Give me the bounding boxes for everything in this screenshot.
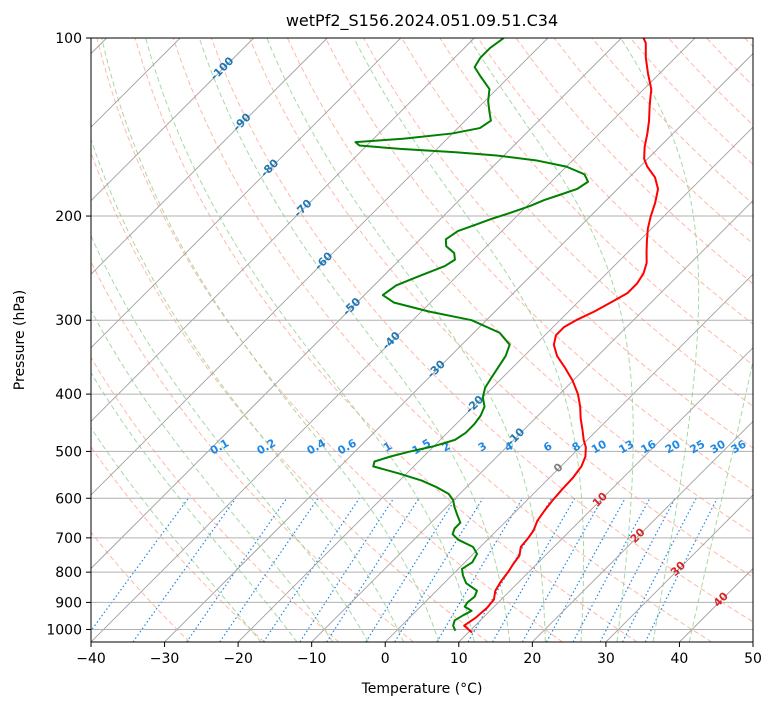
moist-adiabat	[91, 426, 262, 642]
mixing-ratio-line	[263, 497, 360, 642]
mixing-ratio-line	[622, 497, 697, 642]
skewed-isotherm	[237, 126, 753, 642]
skewed-isotherm	[91, 38, 622, 570]
sounding-profiles	[354, 38, 660, 634]
plot-frame	[90, 37, 754, 643]
mixing-ratio-line	[394, 497, 484, 642]
dry-adiabat	[91, 151, 489, 642]
x-tick-label: 0	[381, 651, 390, 667]
moist-adiabat	[468, 38, 634, 642]
skewed-isotherm	[164, 52, 753, 642]
mixing-ratio-line	[91, 497, 189, 632]
mixing-ratio-line	[365, 497, 457, 642]
mixing-ratio-line	[219, 497, 319, 642]
moist-adiabat	[688, 358, 753, 642]
dewpoint-profile	[354, 38, 590, 632]
y-tick-label: 1000	[46, 622, 82, 638]
moist-adiabat	[91, 137, 405, 642]
dry-adiabat	[477, 38, 753, 325]
skewed-isotherm	[384, 273, 753, 642]
x-tick-label: 10	[450, 651, 468, 667]
moist-adiabat	[91, 234, 369, 642]
x-axis: −40 −30 −20 −10 0 10 20 30 40 50	[76, 642, 762, 667]
dry-adiabat	[172, 38, 713, 642]
moist-adiabat	[266, 38, 546, 642]
y-tick-label: 900	[55, 595, 82, 611]
y-tick-label: 700	[55, 531, 82, 547]
dry-adiabat	[248, 38, 753, 578]
x-axis-label: Temperature (°C)	[361, 681, 483, 697]
x-tick-label: 30	[597, 651, 615, 667]
chart-title: wetPf2_S156.2024.051.09.51.C34	[286, 11, 558, 31]
background-lines	[91, 38, 753, 642]
moist-adiabat	[620, 38, 700, 642]
mixing-ratio-line	[572, 497, 651, 642]
x-tick-label: −40	[76, 651, 106, 667]
dry-adiabat	[91, 356, 340, 642]
y-tick-label: 300	[55, 313, 82, 329]
skewed-isotherm	[91, 38, 328, 275]
dry-adiabat	[91, 531, 191, 642]
skewed-isotherm	[91, 38, 254, 202]
skewed-isotherm	[532, 420, 753, 642]
moist-adiabat	[145, 38, 475, 642]
y-tick-label: 500	[55, 444, 82, 460]
temperature-profile	[463, 38, 660, 634]
y-tick-label: 200	[55, 209, 82, 225]
moist-adiabat	[101, 38, 440, 642]
mixing-ratio-line	[326, 497, 420, 642]
y-axis-label: Pressure (hPa)	[12, 290, 28, 390]
dry-adiabat	[134, 38, 638, 642]
skewed-isotherm	[91, 38, 402, 349]
skewed-isotherm	[91, 38, 696, 642]
mixing-ratio-line	[599, 497, 676, 642]
y-tick-label: 400	[55, 387, 82, 403]
dry-adiabat	[210, 38, 753, 623]
dry-adiabat	[96, 38, 563, 642]
mixing-ratio-line	[644, 497, 718, 642]
y-tick-label: 100	[55, 31, 82, 47]
pressure-gridlines	[91, 38, 753, 630]
moist-adiabat	[91, 309, 334, 642]
skewed-isotherm	[311, 200, 753, 642]
x-tick-label: 50	[744, 651, 762, 667]
y-tick-label: 600	[55, 491, 82, 507]
dry-adiabat	[325, 38, 753, 491]
mixing-ratio-line	[546, 497, 626, 642]
x-tick-label: −20	[223, 651, 253, 667]
skewed-isotherm	[91, 38, 549, 496]
x-tick-label: −10	[297, 651, 327, 667]
y-tick-label: 800	[55, 565, 82, 581]
skewed-isotherm	[91, 38, 475, 422]
dry-adiabat	[91, 445, 265, 642]
dry-adiabat	[515, 38, 753, 285]
x-tick-label: 40	[671, 651, 689, 667]
moist-adiabat	[353, 38, 585, 642]
y-axis: 1000 900 800 700 600 500 400 300 200 100	[46, 31, 91, 638]
skewed-isotherm	[605, 494, 753, 642]
skewed-isotherm	[458, 347, 753, 642]
dry-adiabat	[401, 38, 753, 407]
x-tick-label: 20	[523, 651, 541, 667]
x-tick-label: −30	[150, 651, 180, 667]
moist-adiabat	[198, 38, 511, 642]
mixing-ratio-line	[132, 497, 237, 642]
